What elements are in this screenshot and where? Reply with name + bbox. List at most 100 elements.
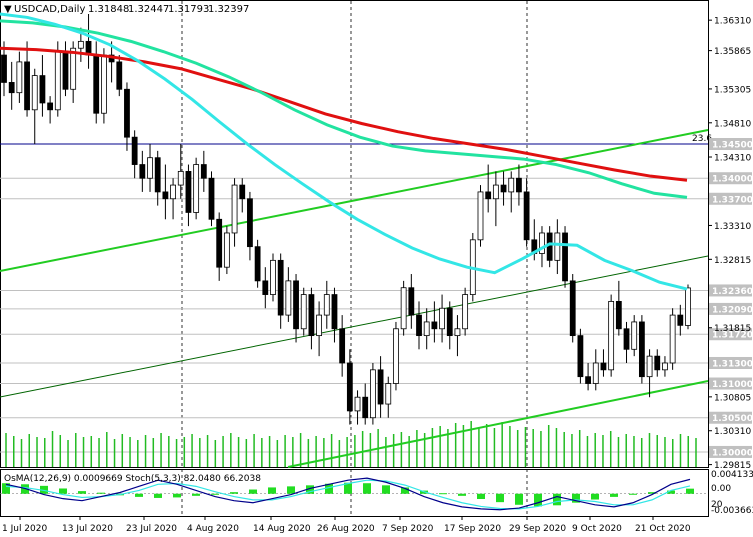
osma-bar	[287, 486, 295, 494]
osma-bar	[610, 493, 618, 497]
ohlc-low: 1.31793	[168, 4, 209, 15]
price-tick-label: 1.34810	[714, 119, 751, 129]
price-level-label-bg	[709, 192, 752, 205]
osma-bar	[2, 483, 10, 494]
price-tick-label: 1.32815	[714, 256, 751, 266]
ohlc-close: 1.32397	[208, 4, 249, 15]
candle-body	[477, 191, 484, 241]
candle-body	[346, 362, 353, 412]
osma-bar	[268, 487, 276, 494]
ma-fast-line	[0, 12, 688, 291]
candle-body	[416, 314, 422, 337]
candle-body	[185, 170, 192, 213]
candles	[1, 14, 691, 425]
osma-bar	[477, 493, 485, 499]
candle-body	[654, 355, 661, 371]
candle-body	[339, 328, 346, 364]
stoch-d-line	[5, 479, 691, 510]
date-tick-label: 21 Oct 2020	[635, 524, 691, 534]
candle-body	[70, 47, 77, 90]
candle-body	[362, 396, 369, 419]
price-level-label: 1.31000	[712, 380, 753, 390]
candle-body	[608, 301, 615, 371]
ma-mid-line	[0, 19, 688, 199]
candle-body	[600, 362, 607, 371]
price-tick-label: 1.34310	[714, 154, 751, 164]
candle-body	[423, 321, 430, 337]
price-tick-label: 1.36310	[714, 17, 751, 27]
trend-line-upper	[0, 129, 709, 272]
candle-body	[62, 51, 69, 90]
candle-body	[539, 232, 545, 254]
candle-body	[377, 369, 384, 405]
candle-body	[93, 54, 100, 114]
ohlc-high: 1.32447	[128, 4, 169, 15]
candle-body	[546, 232, 553, 261]
candle-body	[685, 287, 691, 326]
osma-bar	[363, 483, 371, 494]
candle-body	[262, 280, 269, 295]
osma-bar	[59, 488, 67, 494]
candle-body	[47, 102, 54, 111]
osma-bar	[534, 493, 542, 507]
osma-bar	[686, 488, 694, 494]
price-level-label: 1.31720	[712, 331, 753, 341]
candle-body	[131, 136, 138, 165]
candle-body	[8, 82, 15, 94]
osma-bar	[553, 493, 561, 506]
indicator-pane-frame	[0, 469, 709, 517]
channel-line	[0, 255, 709, 398]
candle-body	[662, 362, 668, 371]
price-level-label: 1.30000	[712, 448, 753, 458]
candle-body	[669, 314, 676, 364]
price-level-label: 1.33700	[712, 195, 753, 205]
date-tick-label: 4 Aug 2020	[187, 524, 239, 534]
candle-body	[31, 75, 38, 111]
price-level-label-bg	[709, 411, 752, 424]
candle-body	[408, 287, 415, 316]
date-tick-label: 23 Jul 2020	[126, 524, 177, 534]
candle-body	[646, 355, 653, 378]
candle-body	[446, 307, 453, 337]
osma-bar	[192, 493, 200, 496]
candle-body	[454, 328, 461, 337]
candle-body	[323, 294, 330, 316]
candle-body	[247, 198, 253, 248]
candle-body	[147, 157, 153, 179]
candle-body	[615, 301, 622, 330]
osma-bar	[306, 485, 314, 494]
price-level-label-bg	[709, 356, 752, 369]
candle-body	[77, 40, 84, 49]
candle-body	[223, 232, 230, 268]
osma-bar	[439, 493, 447, 495]
candle-body	[385, 383, 392, 405]
price-level-label: 1.32360	[712, 287, 753, 297]
symbol-title: USDCAD,Daily	[14, 4, 85, 15]
candle-body	[623, 328, 630, 350]
volume-bars	[5, 421, 697, 467]
indicator-tick-label: 0.004133	[711, 470, 753, 480]
price-tick-label: 1.29815	[714, 461, 751, 471]
osma-bar	[496, 493, 504, 503]
indicator-tick-label: 0.00	[711, 484, 731, 494]
candle-body	[492, 184, 499, 200]
candle-body	[200, 164, 207, 179]
chart-title-group: ▼ USDCAD,Daily 1.31848 1.32447 1.31793 1…	[4, 4, 249, 15]
osma-bar	[667, 490, 675, 494]
candle-body	[638, 321, 645, 378]
stoch-k-line	[5, 477, 691, 511]
price-tick-label: 1.35305	[714, 85, 751, 95]
date-tick-label: 9 Oct 2020	[572, 524, 622, 534]
candle-body	[592, 362, 599, 384]
price-level-label-bg	[709, 328, 752, 341]
candle-body	[293, 280, 299, 330]
candle-body	[216, 218, 223, 268]
price-level-label-bg	[709, 377, 752, 390]
osma-bar	[230, 492, 238, 494]
price-level-label-bg	[709, 172, 752, 185]
price-tick-label: 1.31815	[714, 324, 751, 334]
osma-bar	[648, 492, 656, 494]
ohlc-open: 1.31848	[88, 4, 129, 15]
candle-body	[316, 314, 323, 337]
